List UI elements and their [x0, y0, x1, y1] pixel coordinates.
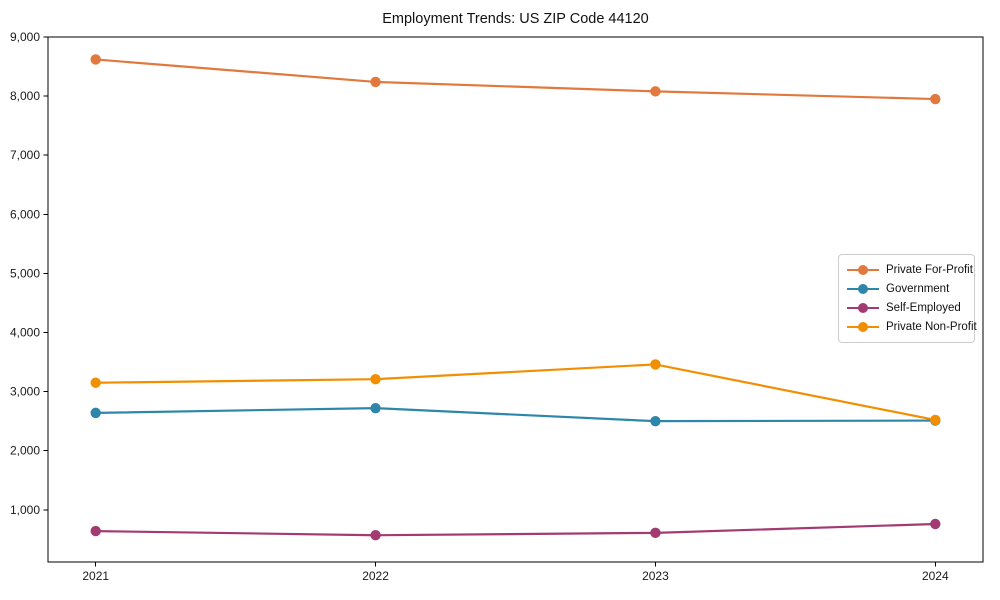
legend-line-marker-icon — [847, 321, 879, 333]
data-point-marker — [90, 54, 101, 65]
data-point-marker — [930, 518, 941, 530]
data-point-marker — [650, 86, 661, 97]
series-line — [94, 407, 937, 423]
data-point-marker — [90, 407, 101, 419]
y-tick-label: 6,000 — [10, 207, 40, 221]
legend-item: Self-Employed — [847, 299, 968, 318]
legend-item: Private Non-Profit — [847, 318, 977, 337]
data-point-marker — [650, 359, 661, 370]
data-point-marker — [370, 530, 381, 541]
legend-item: Government — [847, 279, 968, 298]
x-tick-label: 2023 — [642, 569, 669, 583]
data-point-marker — [370, 402, 381, 414]
y-tick-label: 5,000 — [10, 266, 40, 280]
data-point-marker — [650, 415, 661, 427]
y-tick-label: 3,000 — [10, 385, 40, 399]
series-line — [94, 58, 937, 101]
legend-line-marker-icon — [847, 302, 879, 314]
data-point-marker — [90, 377, 101, 388]
axes-frame — [47, 36, 984, 563]
data-point-marker — [370, 373, 381, 385]
y-tick-label: 4,000 — [10, 326, 40, 340]
series-line — [94, 522, 937, 537]
legend-line-marker-icon — [847, 264, 879, 276]
x-tick-label: 2024 — [922, 569, 949, 583]
legend-label: Government — [886, 282, 950, 295]
y-tick-label: 8,000 — [10, 89, 40, 103]
x-tick-label: 2021 — [82, 569, 109, 583]
x-tick-label: 2022 — [362, 569, 389, 583]
data-point-marker — [930, 414, 941, 426]
legend-label: Self-Employed — [886, 302, 961, 315]
series-line — [94, 363, 937, 422]
y-tick-label: 9,000 — [10, 30, 40, 44]
data-point-marker — [370, 76, 381, 88]
legend-label: Private Non-Profit — [886, 321, 977, 334]
data-point-marker — [90, 525, 101, 537]
data-point-marker — [930, 93, 941, 105]
y-tick-label: 2,000 — [10, 444, 40, 458]
y-tick-label: 7,000 — [10, 148, 40, 162]
legend-line-marker-icon — [847, 283, 879, 295]
legend: Private For-Profit Government Self-Employe… — [838, 254, 977, 343]
y-tick-label: 1,000 — [10, 503, 40, 517]
chart-title: Employment Trends: US ZIP Code 44120 — [382, 11, 649, 27]
legend-label: Private For-Profit — [886, 263, 973, 276]
legend-item: Private For-Profit — [847, 260, 973, 279]
data-point-marker — [650, 527, 661, 539]
